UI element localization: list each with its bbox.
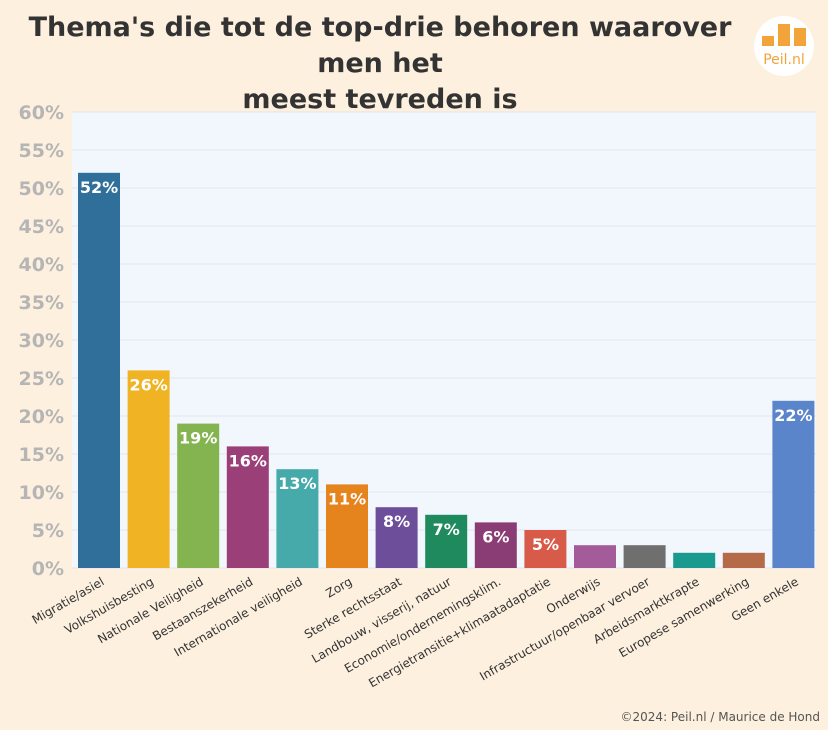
bar [375,507,418,568]
chart-title-line-2: meest tevreden is [242,84,518,115]
data-label: 8% [383,512,410,531]
data-label: 11% [328,489,366,508]
bar [78,172,120,569]
bars [78,172,815,569]
data-label: 5% [532,535,559,554]
bar [623,545,666,568]
y-tick-label: 30% [19,330,64,352]
y-tick-label: 35% [19,292,64,314]
y-tick-label: 55% [19,140,64,162]
data-label: 26% [129,375,167,394]
bar [226,446,269,568]
chart-title-line-1: Thema's die tot de top-drie behoren waar… [28,12,732,79]
logo-text: Peil.nl [763,52,805,68]
bar-chart-logo-icon [754,16,814,76]
bar [673,552,716,568]
y-tick-label: 45% [19,216,64,238]
y-tick-label: 20% [19,406,64,428]
y-tick-label: 25% [19,368,64,390]
data-label: 16% [229,451,267,470]
y-axis-ticks: 0% 5% 10% 15% 20% 25% 30% 35% 40% 45% 50% 55% 60% [19,102,64,580]
data-label: 6% [482,527,509,546]
bar [524,530,567,568]
y-tick-label: 60% [19,102,64,124]
chart-title: Thema's die tot de top-drie behoren waar… [20,10,740,118]
y-tick-label: 10% [19,482,64,504]
data-labels: 52% 26% 19% 16% 13% 11% 8% 7% 6% 5% 22% [80,178,813,554]
x-axis-ticks: Migratie/asielVolkshuisbestingNationale … [30,574,801,690]
bar [177,423,220,568]
bar [276,469,319,568]
bar [722,552,765,568]
data-label: 7% [433,520,460,539]
bar [127,370,170,568]
y-tick-label: 50% [19,178,64,200]
data-label: 13% [278,474,316,493]
bar [574,545,616,568]
bar [326,484,368,568]
y-tick-label: 15% [19,444,64,466]
y-tick-label: 0% [32,558,64,580]
y-tick-label: 40% [19,254,64,276]
data-label: 19% [179,429,217,448]
copyright-text: ©2024: Peil.nl / Maurice de Hond [620,710,820,724]
bar [772,400,815,568]
data-label: 52% [80,178,118,197]
bar [474,522,517,568]
bar [425,514,468,568]
data-label: 22% [774,406,812,425]
x-tick-label: Zorg [323,574,354,600]
y-tick-label: 5% [32,520,64,542]
